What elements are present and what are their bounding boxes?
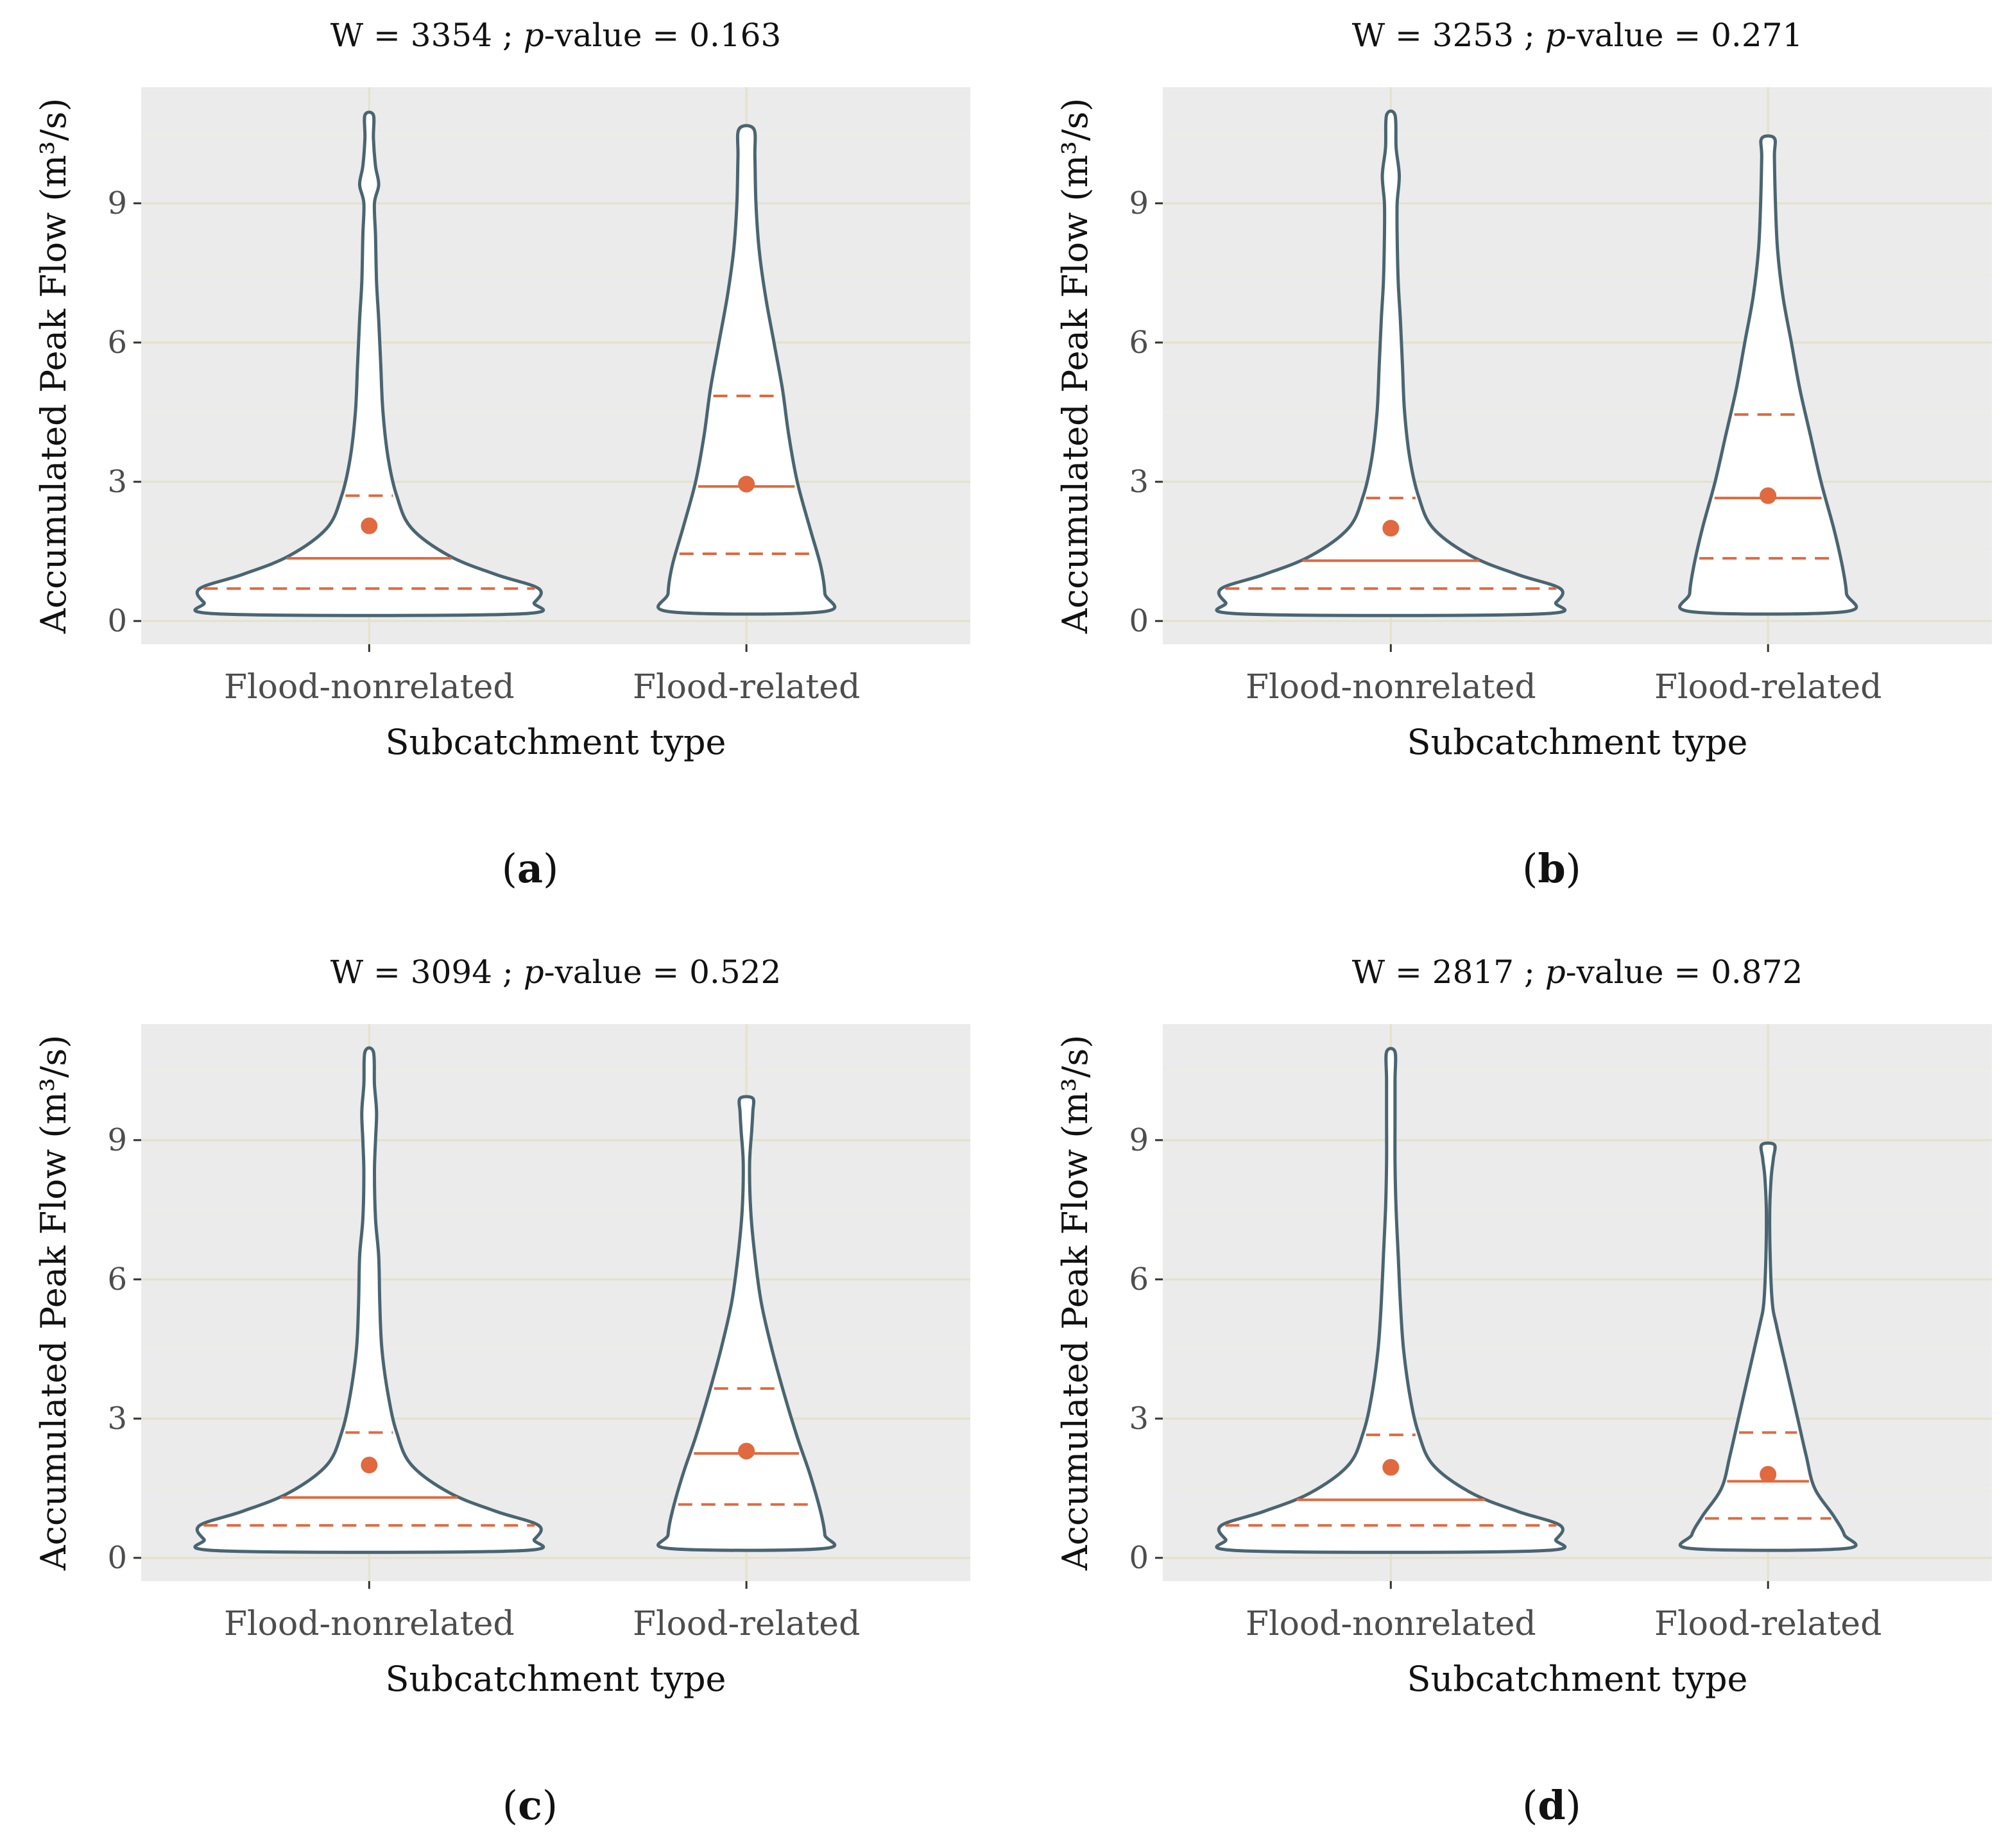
- y-tick-label: 9: [107, 1122, 127, 1158]
- y-axis-label: Accumulated Peak Flow (m³/s): [1055, 98, 1095, 635]
- title-pvalue: -value = 0.271: [1566, 17, 1803, 54]
- y-tick-label: 6: [1129, 325, 1149, 361]
- y-tick-label: 6: [107, 325, 127, 361]
- y-tick-label: 3: [107, 464, 127, 500]
- x-tick-label: Flood-related: [633, 668, 860, 706]
- y-tick-label: 9: [107, 185, 127, 221]
- violin-flood-related: [1678, 134, 1858, 616]
- panel-d: W = 2817 ; p-value = 0.872 0 3 6 9 Accumulate…: [1055, 954, 1992, 1829]
- mean-point: [361, 1457, 378, 1474]
- violin-outline: [1678, 134, 1858, 616]
- plot-area: [141, 1024, 970, 1581]
- plot-area: [1163, 87, 1992, 644]
- x-axis-label: Subcatchment type: [1407, 1659, 1747, 1699]
- x-axis-label: Subcatchment type: [385, 722, 726, 762]
- title-stat: W = 3094 ;: [330, 954, 524, 991]
- y-tick-label: 3: [1129, 1401, 1149, 1437]
- violin-outline: [193, 110, 545, 617]
- y-tick-label: 3: [1129, 464, 1149, 500]
- title-p-italic: p: [524, 17, 544, 54]
- y-axis-label: Accumulated Peak Flow (m³/s): [1055, 1035, 1095, 1571]
- violin-flood-related: [1678, 1141, 1858, 1552]
- panel-letter: a: [517, 845, 543, 892]
- x-axis-label: Subcatchment type: [1407, 722, 1747, 762]
- y-axis-label: Accumulated Peak Flow (m³/s): [33, 1035, 74, 1571]
- panel-label: (d): [1522, 1782, 1581, 1829]
- title-pvalue: -value = 0.872: [1566, 954, 1803, 991]
- plot-area: [141, 87, 970, 644]
- y-axis-label: Accumulated Peak Flow (m³/s): [33, 98, 74, 635]
- panel-b: W = 3253 ; p-value = 0.271 0 3 6 9 Accumulate…: [1055, 17, 1992, 892]
- x-tick-label: Flood-nonrelated: [224, 668, 515, 706]
- panel-letter: c: [518, 1782, 542, 1829]
- violin-outline: [656, 124, 837, 616]
- y-tick-label: 3: [107, 1401, 127, 1437]
- panel-label: (b): [1522, 845, 1581, 892]
- chart-title: W = 3253 ; p-value = 0.271: [1352, 17, 1803, 54]
- y-tick-label: 6: [1129, 1262, 1149, 1297]
- violin-flood-nonrelated: [1215, 109, 1567, 617]
- title-pvalue: -value = 0.522: [544, 954, 782, 991]
- y-tick-label: 0: [107, 603, 127, 639]
- plot-area: [1163, 1024, 1992, 1581]
- mean-point: [1382, 520, 1400, 537]
- panel-letter: d: [1538, 1782, 1565, 1829]
- mean-point: [361, 517, 378, 535]
- mean-point: [738, 1442, 755, 1460]
- y-tick-label: 0: [1129, 603, 1149, 639]
- title-p-italic: p: [1545, 17, 1566, 54]
- violin-outline: [1678, 1141, 1858, 1552]
- violin-flood-related: [656, 124, 837, 616]
- mean-point: [738, 475, 755, 493]
- chart-title: W = 3354 ; p-value = 0.163: [330, 17, 782, 54]
- violin-outline: [1215, 109, 1567, 617]
- mean-point: [1382, 1459, 1400, 1476]
- title-stat: W = 3253 ;: [1352, 17, 1545, 54]
- violin-flood-nonrelated: [193, 1046, 545, 1554]
- title-stat: W = 2817 ;: [1352, 954, 1545, 991]
- y-tick-label: 0: [107, 1540, 127, 1576]
- y-tick-label: 9: [1129, 185, 1149, 221]
- panel-label: (a): [502, 845, 559, 892]
- mean-point: [1760, 1466, 1777, 1483]
- y-tick-label: 0: [1129, 1540, 1149, 1576]
- panel-letter: b: [1538, 845, 1565, 892]
- mean-point: [1760, 487, 1777, 504]
- panel-a: W = 3354 ; p-value = 0.163 0 3 6 9 Accumulate…: [33, 17, 970, 892]
- x-tick-label: Flood-nonrelated: [1246, 668, 1536, 706]
- y-tick-label: 9: [1129, 1122, 1149, 1158]
- panel-c: W = 3094 ; p-value = 0.522 0 3 6 9 Accumulate…: [33, 954, 970, 1829]
- x-tick-label: Flood-nonrelated: [224, 1605, 515, 1643]
- x-tick-label: Flood-nonrelated: [1246, 1605, 1536, 1643]
- violin-flood-nonrelated: [193, 110, 545, 617]
- x-tick-label: Flood-related: [1654, 1605, 1882, 1643]
- x-axis-label: Subcatchment type: [385, 1659, 726, 1699]
- chart-title: W = 3094 ; p-value = 0.522: [330, 954, 782, 991]
- x-tick-label: Flood-related: [1654, 668, 1882, 706]
- title-stat: W = 3354 ;: [330, 17, 524, 54]
- title-pvalue: -value = 0.163: [544, 17, 782, 54]
- panel-label: (c): [502, 1782, 558, 1829]
- chart-title: W = 2817 ; p-value = 0.872: [1352, 954, 1803, 991]
- violin-flood-related: [656, 1095, 837, 1552]
- violin-outline: [193, 1046, 545, 1554]
- violin-outline: [1215, 1047, 1567, 1554]
- violin-outline: [656, 1095, 837, 1552]
- title-p-italic: p: [524, 954, 544, 991]
- title-p-italic: p: [1545, 954, 1566, 991]
- violin-flood-nonrelated: [1215, 1047, 1567, 1554]
- x-tick-label: Flood-related: [633, 1605, 860, 1643]
- y-tick-label: 6: [107, 1262, 127, 1297]
